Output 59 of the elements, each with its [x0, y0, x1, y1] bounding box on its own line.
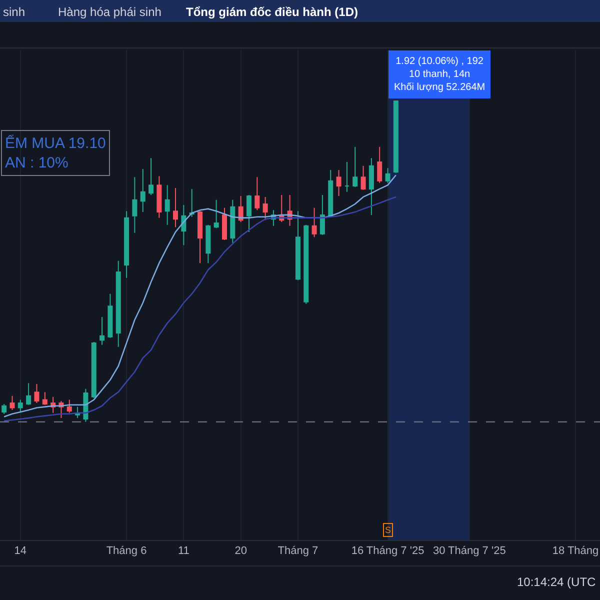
candlestick — [173, 187, 178, 228]
candlestick — [75, 406, 80, 419]
candlestick — [222, 207, 227, 240]
candlestick — [124, 210, 130, 278]
candlestick — [116, 260, 121, 348]
candlestick — [238, 196, 244, 222]
candlestick — [34, 384, 40, 404]
candlestick — [312, 207, 317, 238]
annotation: S — [385, 525, 392, 535]
x-tick-label: 16 Tháng 7 '25 — [351, 545, 424, 558]
candlestick — [26, 382, 32, 406]
candlestick — [246, 194, 252, 232]
candlestick — [100, 316, 105, 346]
candlestick — [320, 194, 325, 236]
x-tick-label: 14 — [14, 545, 27, 558]
text: 10:14:24 (UTC — [517, 575, 596, 589]
candlestick — [164, 184, 170, 226]
candlestick — [393, 100, 398, 174]
candlestick — [66, 399, 72, 414]
chart-title: Tổng giám đốc điều hành (1D) — [186, 5, 358, 20]
x-tick-label: Tháng 6 — [106, 545, 147, 558]
text: Hàng hóa phái sinh — [58, 5, 162, 19]
candlestick — [344, 161, 350, 192]
candlestick — [108, 293, 113, 338]
candlestick — [132, 176, 138, 234]
candlestick — [385, 168, 390, 184]
candlestick — [254, 176, 260, 211]
candlestick — [18, 399, 23, 412]
candlestick — [42, 392, 48, 406]
candlestick — [156, 176, 162, 218]
candlestick — [304, 224, 309, 304]
candlestick — [352, 146, 358, 188]
candlestick — [140, 168, 146, 213]
candlestick — [328, 170, 334, 216]
candlestick — [198, 210, 202, 264]
candlestick — [230, 199, 236, 244]
candlestick — [83, 388, 88, 422]
candlestick — [181, 204, 186, 246]
candlestick — [262, 196, 268, 221]
candlestick — [360, 165, 366, 190]
candlestick — [368, 158, 374, 216]
candlestick — [148, 158, 154, 196]
candlestick — [377, 146, 382, 184]
annotation: ỂM MUA 19.10 AN : 10% — [5, 134, 106, 172]
candlestick — [91, 342, 96, 398]
annotation: 1.92 (10.06%) , 192 10 thanh, 14n Khối lượng 52.264M — [394, 56, 486, 93]
x-tick-label: 20 — [234, 545, 247, 558]
candlestick — [295, 210, 300, 281]
candlestick — [206, 224, 211, 264]
candlestick — [2, 403, 7, 414]
x-tick-label: Tháng 7 — [278, 545, 318, 558]
candlestick — [10, 395, 15, 411]
text: sinh — [3, 5, 26, 19]
x-tick-label: 11 — [178, 545, 190, 558]
x-tick-label: 18 Tháng — [552, 545, 599, 558]
candlestick — [214, 199, 219, 229]
candlestick — [189, 188, 194, 218]
candlestick — [336, 170, 342, 197]
x-tick-label: 30 Tháng 7 '25 — [432, 545, 506, 558]
